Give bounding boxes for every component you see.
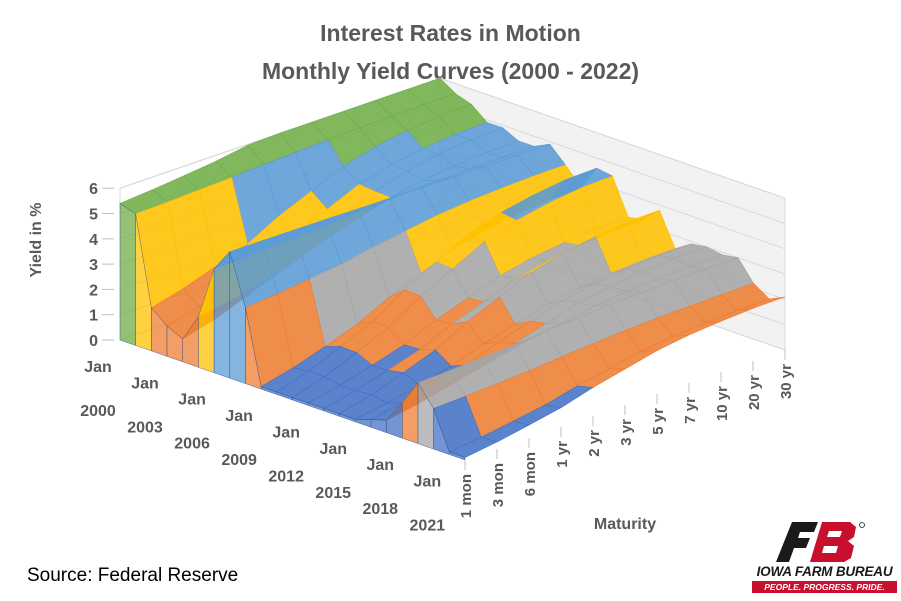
maturity-label: 1 mon <box>458 474 475 518</box>
y-axis-title: Yield in % <box>28 203 45 278</box>
x-axis-title: Maturity <box>594 516 656 533</box>
maturity-label: 3 mon <box>490 463 507 507</box>
date-month-label: Jan <box>272 424 300 441</box>
maturity-label: 3 yr <box>618 419 635 446</box>
maturity-label: 10 yr <box>714 386 731 421</box>
surface-front-face <box>370 419 387 433</box>
date-month-label: Jan <box>225 408 253 425</box>
date-year-label: 2015 <box>315 485 351 502</box>
fb-monogram-icon <box>776 522 865 562</box>
date-month-label: Jan <box>84 359 112 376</box>
y-tick-label: 3 <box>89 257 98 274</box>
date-year-label: 2003 <box>127 419 163 436</box>
y-tick-label: 4 <box>89 232 98 249</box>
date-year-label: 2009 <box>221 452 257 469</box>
date-year-label: 2006 <box>174 436 210 453</box>
date-month-label: Jan <box>319 441 347 458</box>
date-month-label: Jan <box>414 474 442 491</box>
maturity-label: 30 yr <box>778 364 795 399</box>
y-tick-label: 1 <box>89 308 98 325</box>
y-tick-label: 5 <box>89 207 98 224</box>
date-axis: Jan 2000 Jan 2003 Jan 2006 Jan 2009 Jan 2012 Jan 20… <box>80 359 445 535</box>
surface-front-face <box>119 203 136 346</box>
yield-surface <box>119 77 786 461</box>
chart-subtitle: Monthly Yield Curves (2000 - 2022) <box>261 58 640 84</box>
date-year-label: 2012 <box>268 468 304 485</box>
date-year-label: 2000 <box>80 403 116 420</box>
date-month-label: Jan <box>178 392 206 409</box>
iowa-farm-bureau-logo: IOWA FARM BUREAU PEOPLE. PROGRESS. PRIDE… <box>752 520 897 594</box>
chart-title: Interest Rates in Motion <box>320 20 581 46</box>
y-tick-label: 2 <box>89 282 98 299</box>
logo-wordmark: IOWA FARM BUREAU <box>756 564 893 579</box>
date-year-label: 2018 <box>362 501 398 518</box>
y-tick-label: 6 <box>89 181 98 198</box>
maturity-label: 2 yr <box>586 430 603 457</box>
maturity-axis: 1 mon 3 mon 6 mon 1 yr 2 yr 3 yr 5 yr 7 yr 10 yr… <box>458 350 795 518</box>
maturity-label: 1 yr <box>554 441 571 468</box>
logo-tagline: PEOPLE. PROGRESS. PRIDE. <box>752 581 897 593</box>
maturity-label: 20 yr <box>746 375 763 410</box>
maturity-label: 5 yr <box>650 408 667 435</box>
date-year-label: 2021 <box>410 518 446 535</box>
maturity-label: 6 mon <box>522 452 539 496</box>
y-tick-label: 0 <box>89 333 98 350</box>
surface-front-face <box>355 419 372 428</box>
y-axis: 0 1 2 3 4 5 6 <box>89 181 114 350</box>
date-month-label: Jan <box>366 457 394 474</box>
maturity-label: 7 yr <box>682 397 699 424</box>
source-note: Source: Federal Reserve <box>27 565 239 586</box>
surface-front-face <box>213 251 231 379</box>
date-month-label: Jan <box>131 375 159 392</box>
